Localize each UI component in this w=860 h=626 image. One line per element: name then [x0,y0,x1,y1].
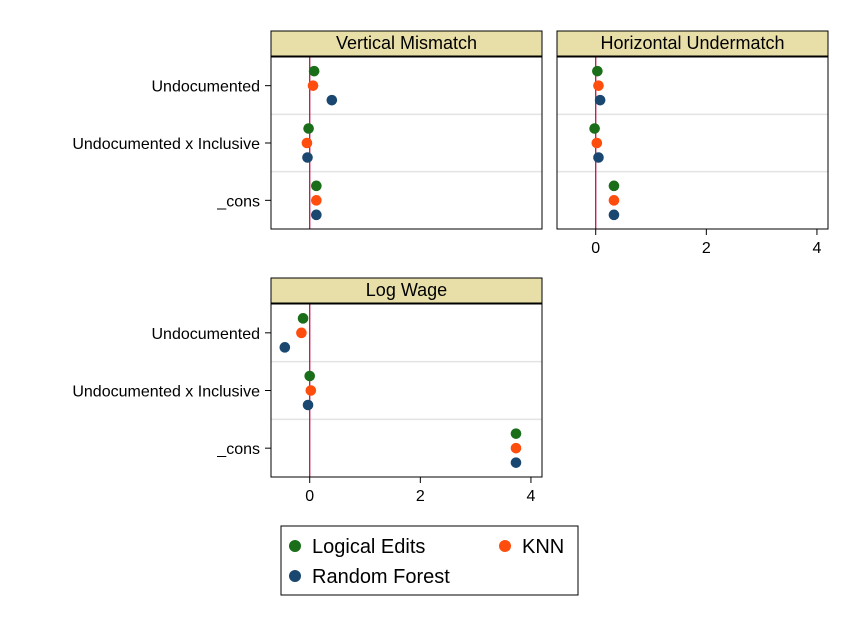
point-knn [305,385,317,396]
point-knn [593,80,604,91]
point-random-forest [302,152,313,163]
x-tick-label: 4 [812,240,821,257]
panel-header [270,30,543,57]
point-knn [311,195,322,206]
point-logical-edits [608,180,620,192]
legend-label: KNN [522,536,564,558]
y-tick-label: Undocumented [151,326,260,343]
plot-area [271,304,542,477]
point-random-forest [326,94,338,106]
point-knn [307,80,319,91]
point-logical-edits [589,123,600,134]
point-logical-edits [297,313,309,324]
legend-label: Random Forest [312,566,450,588]
y-tick-label: Undocumented [151,79,260,96]
point-random-forest [311,209,322,221]
x-tick-label: 0 [591,240,600,257]
y-tick-label: _cons [216,193,260,210]
y-tick-label: Undocumented x Inclusive [72,384,260,401]
point-random-forest [608,209,620,221]
panel-header [556,30,829,57]
legend-marker [289,570,301,582]
y-tick-label: _cons [216,441,260,458]
point-random-forest [593,152,604,163]
panel-title: Log Wage [366,280,447,300]
x-tick-label: 2 [702,240,711,257]
point-knn [608,195,620,206]
point-knn [510,442,522,454]
point-knn [301,137,313,149]
point-logical-edits [311,180,322,192]
point-knn [296,327,307,339]
panel-header [270,277,543,304]
point-logical-edits [303,123,314,134]
panel-title: Horizontal Undermatch [600,33,784,53]
point-random-forest [302,399,314,411]
point-logical-edits [304,370,316,382]
panel-title: Vertical Mismatch [336,33,477,53]
legend-marker [289,540,301,552]
panel-frame [556,56,829,230]
x-tick-label: 4 [526,488,535,505]
x-tick-label: 2 [416,488,425,505]
point-logical-edits [510,428,522,439]
legend-marker [499,540,511,552]
point-knn [591,137,603,149]
point-random-forest [510,457,522,468]
point-random-forest [279,342,291,353]
legend-label: Logical Edits [312,536,425,558]
legend-box [280,525,579,596]
y-tick-label: Undocumented x Inclusive [72,136,260,153]
point-logical-edits [308,65,320,77]
point-random-forest [594,94,606,106]
x-tick-label: 0 [305,488,314,505]
point-logical-edits [592,65,603,77]
